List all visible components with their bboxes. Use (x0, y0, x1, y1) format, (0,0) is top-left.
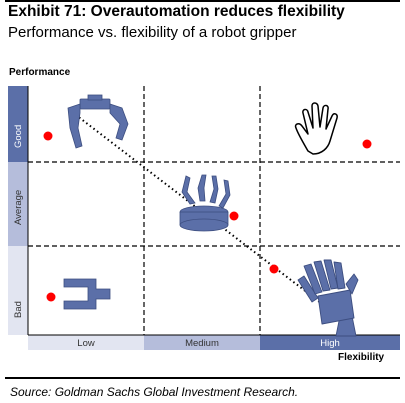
y-tick-good: Good (13, 125, 24, 148)
robotic-hand-icon (297, 259, 359, 337)
parallel-jaw-gripper-icon (63, 278, 111, 310)
y-band-average (8, 162, 28, 246)
x-tick-medium: Medium (185, 338, 219, 349)
exhibit-title: Exhibit 71: Overautomation reduces flexi… (8, 3, 345, 20)
marker-hand (362, 139, 372, 149)
x-band-medium (144, 335, 260, 350)
marker-robotic-hand (269, 264, 279, 274)
claw-gripper-icon (67, 94, 129, 149)
y-band-good (8, 86, 28, 162)
x-band-low (28, 335, 144, 350)
top-rule (5, 0, 400, 2)
exhibit-subtitle: Performance vs. flexibility of a robot g… (8, 24, 297, 41)
y-band-bad (8, 246, 28, 335)
y-tick-average: Average (13, 190, 24, 225)
multi-finger-gripper-icon (179, 174, 231, 232)
marker-multi-finger (229, 211, 239, 221)
marker-claw (43, 131, 53, 141)
y-axis-label: Performance (9, 67, 71, 78)
open-hand-icon (294, 102, 338, 155)
x-band-high (260, 335, 400, 350)
x-tick-high: High (320, 338, 340, 349)
marker-parallel-jaw (46, 292, 56, 302)
bottom-rule (5, 377, 400, 379)
source-note: Source: Goldman Sachs Global Investment … (10, 385, 299, 399)
y-tick-bad: Bad (13, 301, 24, 318)
x-tick-low: Low (77, 338, 95, 349)
x-axis-label: Flexibility (338, 352, 385, 363)
